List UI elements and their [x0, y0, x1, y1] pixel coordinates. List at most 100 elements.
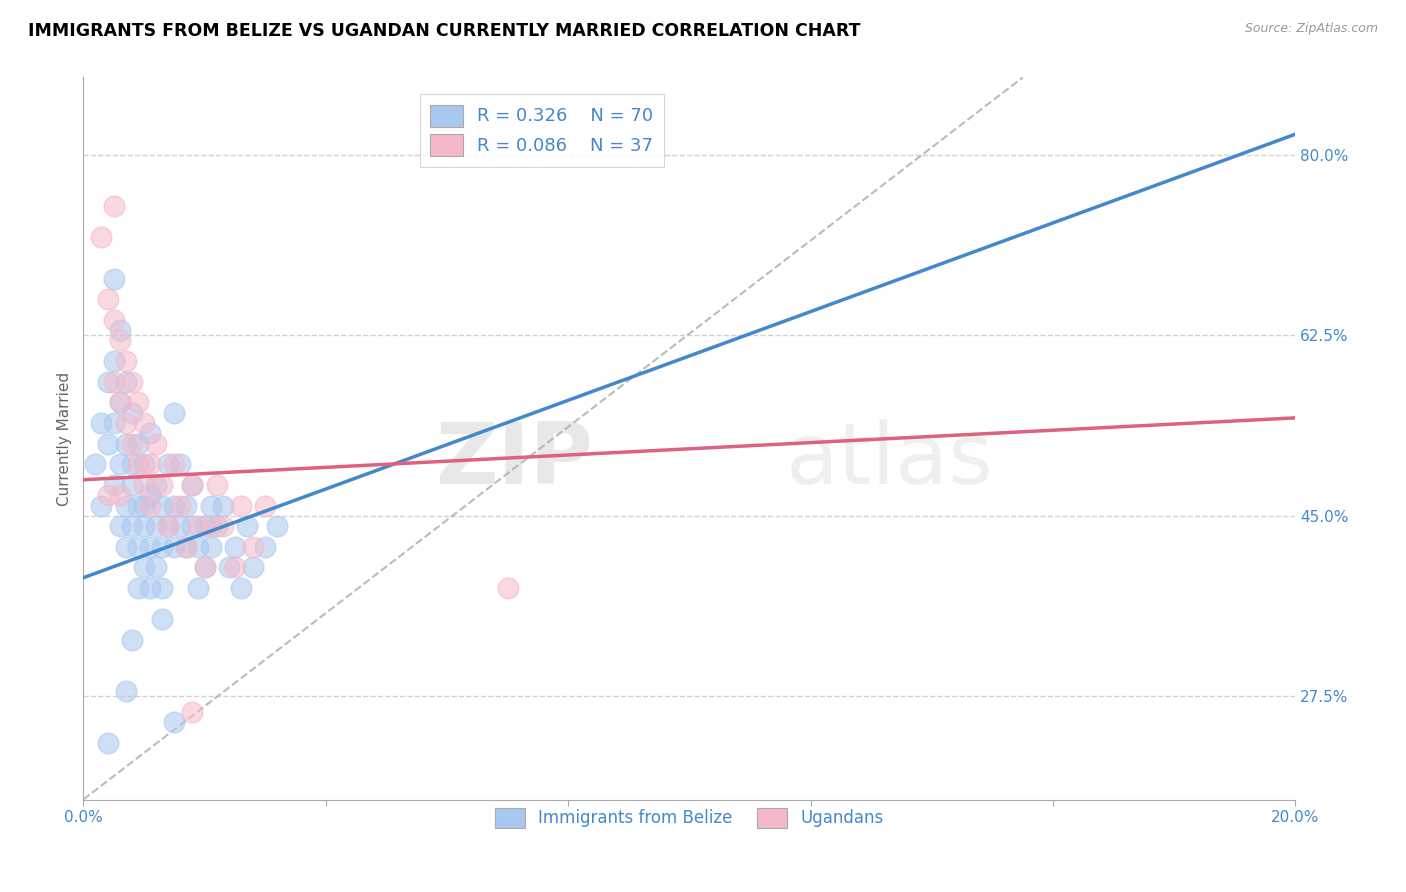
Point: [157, 457, 180, 471]
Point: [103, 199, 125, 213]
Point: [187, 581, 209, 595]
Point: [114, 540, 136, 554]
Point: [187, 519, 209, 533]
Point: [169, 519, 191, 533]
Point: [121, 478, 143, 492]
Point: [108, 519, 131, 533]
Point: [132, 560, 155, 574]
Point: [90, 416, 112, 430]
Point: [163, 715, 186, 730]
Point: [127, 395, 149, 409]
Point: [150, 612, 173, 626]
Point: [193, 560, 215, 574]
Point: [108, 395, 131, 409]
Point: [254, 540, 277, 554]
Point: [103, 375, 125, 389]
Point: [103, 416, 125, 430]
Point: [145, 436, 167, 450]
Point: [132, 457, 155, 471]
Point: [103, 354, 125, 368]
Point: [163, 406, 186, 420]
Point: [200, 499, 222, 513]
Point: [121, 632, 143, 647]
Legend: Immigrants from Belize, Ugandans: Immigrants from Belize, Ugandans: [488, 801, 890, 835]
Text: IMMIGRANTS FROM BELIZE VS UGANDAN CURRENTLY MARRIED CORRELATION CHART: IMMIGRANTS FROM BELIZE VS UGANDAN CURREN…: [28, 22, 860, 40]
Point: [90, 230, 112, 244]
Point: [114, 436, 136, 450]
Point: [121, 519, 143, 533]
Point: [114, 416, 136, 430]
Point: [163, 499, 186, 513]
Point: [193, 560, 215, 574]
Point: [150, 478, 173, 492]
Point: [181, 519, 204, 533]
Point: [108, 488, 131, 502]
Point: [139, 581, 162, 595]
Point: [266, 519, 288, 533]
Point: [96, 292, 118, 306]
Point: [127, 457, 149, 471]
Text: ZIP: ZIP: [434, 418, 592, 501]
Point: [236, 519, 259, 533]
Point: [229, 499, 252, 513]
Point: [114, 354, 136, 368]
Point: [108, 323, 131, 337]
Point: [132, 499, 155, 513]
Point: [181, 478, 204, 492]
Text: Source: ZipAtlas.com: Source: ZipAtlas.com: [1244, 22, 1378, 36]
Point: [150, 581, 173, 595]
Point: [163, 457, 186, 471]
Point: [145, 560, 167, 574]
Point: [114, 684, 136, 698]
Point: [145, 519, 167, 533]
Point: [132, 519, 155, 533]
Point: [200, 519, 222, 533]
Point: [108, 457, 131, 471]
Point: [187, 540, 209, 554]
Point: [242, 540, 264, 554]
Point: [127, 540, 149, 554]
Point: [211, 499, 233, 513]
Point: [139, 457, 162, 471]
Text: atlas: atlas: [786, 418, 994, 501]
Point: [200, 540, 222, 554]
Point: [193, 519, 215, 533]
Point: [163, 540, 186, 554]
Point: [108, 395, 131, 409]
Point: [127, 436, 149, 450]
Point: [169, 499, 191, 513]
Point: [496, 581, 519, 595]
Point: [96, 375, 118, 389]
Point: [139, 540, 162, 554]
Point: [127, 499, 149, 513]
Point: [157, 519, 180, 533]
Point: [205, 519, 228, 533]
Point: [96, 488, 118, 502]
Point: [121, 375, 143, 389]
Point: [242, 560, 264, 574]
Point: [84, 457, 107, 471]
Point: [121, 406, 143, 420]
Y-axis label: Currently Married: Currently Married: [58, 371, 72, 506]
Point: [229, 581, 252, 595]
Point: [96, 436, 118, 450]
Point: [218, 560, 240, 574]
Point: [127, 581, 149, 595]
Point: [114, 375, 136, 389]
Point: [90, 499, 112, 513]
Point: [145, 478, 167, 492]
Point: [254, 499, 277, 513]
Point: [103, 478, 125, 492]
Point: [181, 705, 204, 719]
Point: [176, 499, 198, 513]
Point: [224, 560, 246, 574]
Point: [176, 540, 198, 554]
Point: [150, 499, 173, 513]
Point: [211, 519, 233, 533]
Point: [150, 540, 173, 554]
Point: [132, 416, 155, 430]
Point: [103, 271, 125, 285]
Point: [96, 736, 118, 750]
Point: [205, 478, 228, 492]
Point: [108, 334, 131, 348]
